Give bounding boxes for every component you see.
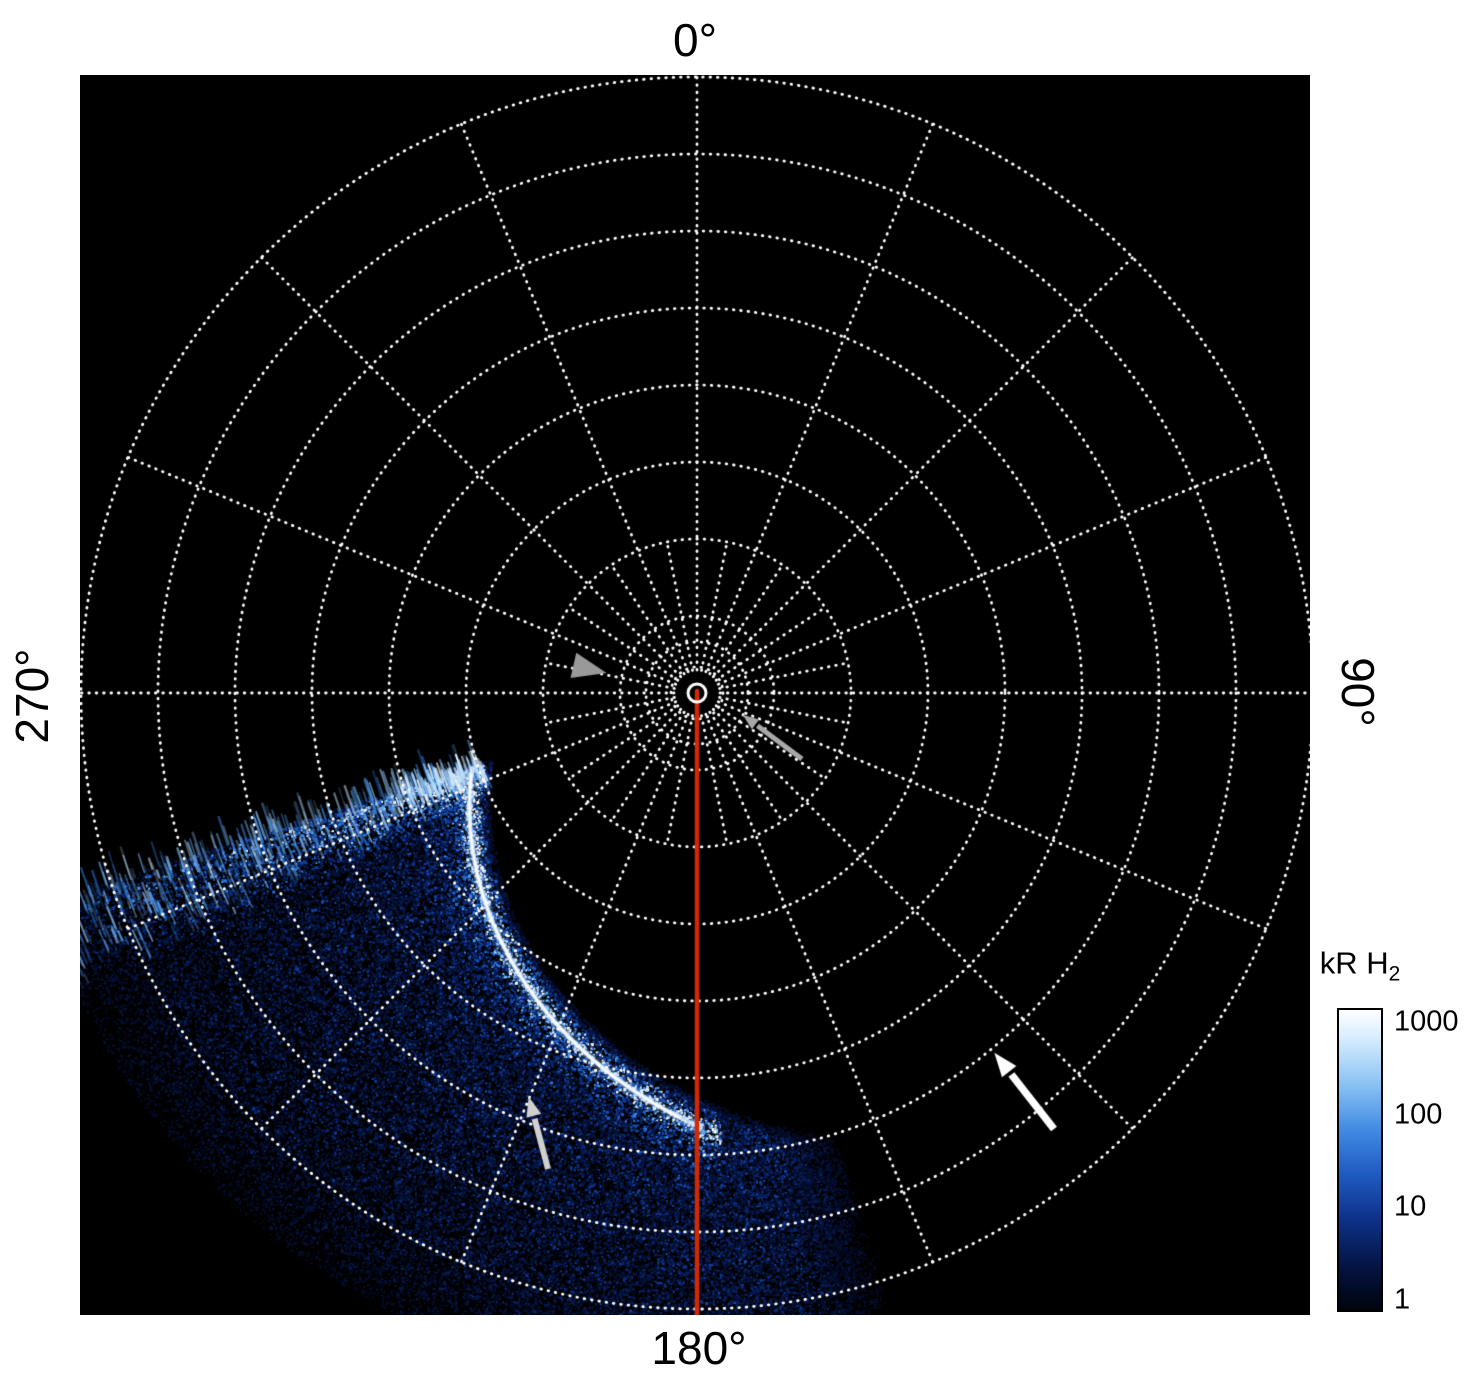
aurora-polar-canvas <box>80 75 1310 1315</box>
angle-label-180: 180° <box>651 1322 747 1374</box>
colorbar-title-text: kR H <box>1319 945 1389 981</box>
angle-label-0: 0° <box>673 14 717 66</box>
colorbar-title-subscript: 2 <box>1388 962 1401 986</box>
colorbar-tick-10: 10 <box>1394 1190 1427 1223</box>
colorbar-tick-1000: 1000 <box>1394 1005 1459 1038</box>
polar-plot-area <box>80 75 1310 1315</box>
colorbar-gradient <box>1337 1008 1383 1312</box>
colorbar-tick-1: 1 <box>1394 1283 1411 1316</box>
angle-label-90: 90° <box>1332 657 1384 727</box>
angle-label-270: 270° <box>6 648 58 744</box>
colorbar-tick-labels: 1000 100 10 1 <box>1394 1005 1480 1316</box>
colorbar-title: kR H2 <box>1320 945 1401 986</box>
colorbar-tick-100: 100 <box>1394 1098 1443 1131</box>
